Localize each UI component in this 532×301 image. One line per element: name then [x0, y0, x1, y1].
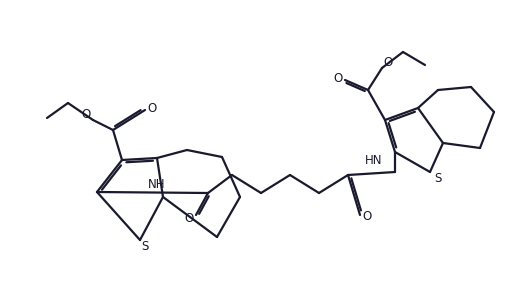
Text: O: O [384, 57, 393, 70]
Text: O: O [362, 210, 372, 224]
Text: HN: HN [365, 154, 383, 166]
Text: S: S [434, 172, 442, 185]
Text: O: O [81, 108, 90, 122]
Text: O: O [334, 72, 343, 85]
Text: NH: NH [148, 178, 166, 191]
Text: O: O [147, 101, 156, 114]
Text: O: O [185, 212, 194, 225]
Text: S: S [142, 240, 148, 253]
